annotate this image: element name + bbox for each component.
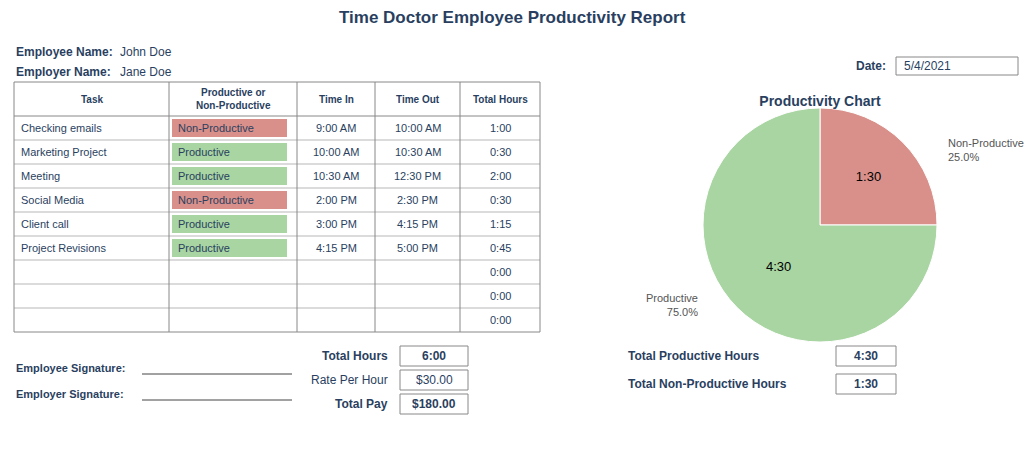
svg-text:Task: Task xyxy=(81,94,103,105)
svg-text:John Doe: John Doe xyxy=(120,45,172,59)
svg-text:Productive orNon-Productive: Productive orNon-Productive xyxy=(196,87,271,111)
svg-text:Marketing Project: Marketing Project xyxy=(21,146,107,158)
svg-text:Productive: Productive xyxy=(178,170,230,182)
svg-text:Jane Doe: Jane Doe xyxy=(120,65,172,79)
svg-text:Non-Productive: Non-Productive xyxy=(178,194,254,206)
svg-text:Project Revisions: Project Revisions xyxy=(21,242,106,254)
svg-text:0:30: 0:30 xyxy=(490,146,511,158)
svg-text:Social Media: Social Media xyxy=(21,194,85,206)
svg-text:Total Productive Hours: Total Productive Hours xyxy=(628,349,759,363)
svg-text:Checking emails: Checking emails xyxy=(21,122,102,134)
svg-text:Total Hours: Total Hours xyxy=(473,94,528,105)
svg-text:1:30: 1:30 xyxy=(854,377,878,391)
svg-text:4:30: 4:30 xyxy=(766,259,791,274)
svg-text:Productivity Chart: Productivity Chart xyxy=(759,93,881,109)
svg-text:5/4/2021: 5/4/2021 xyxy=(904,59,951,73)
svg-text:10:30 AM: 10:30 AM xyxy=(395,146,441,158)
svg-text:Total Non-Productive Hours: Total Non-Productive Hours xyxy=(628,377,787,391)
svg-text:Client call: Client call xyxy=(21,218,69,230)
svg-text:6:00: 6:00 xyxy=(422,349,446,363)
svg-text:2:30 PM: 2:30 PM xyxy=(397,194,438,206)
svg-text:12:30 PM: 12:30 PM xyxy=(394,170,441,182)
svg-text:4:15 PM: 4:15 PM xyxy=(397,218,438,230)
svg-text:Productive: Productive xyxy=(178,146,230,158)
svg-text:Total Pay: Total Pay xyxy=(335,397,388,411)
svg-text:2:00: 2:00 xyxy=(490,170,511,182)
svg-text:$30.00: $30.00 xyxy=(416,373,453,387)
svg-text:Time Out: Time Out xyxy=(396,94,440,105)
svg-text:Rate Per Hour: Rate Per Hour xyxy=(311,373,388,387)
svg-text:4:15 PM: 4:15 PM xyxy=(316,242,357,254)
svg-text:Non-Productive: Non-Productive xyxy=(178,122,254,134)
svg-text:0:45: 0:45 xyxy=(490,242,511,254)
svg-text:Productive: Productive xyxy=(178,242,230,254)
svg-text:3:00 PM: 3:00 PM xyxy=(316,218,357,230)
svg-text:Date:: Date: xyxy=(856,59,886,73)
svg-text:0:00: 0:00 xyxy=(490,290,511,302)
svg-text:4:30: 4:30 xyxy=(854,349,878,363)
svg-text:Productive: Productive xyxy=(178,218,230,230)
svg-text:Employee Name:: Employee Name: xyxy=(16,45,113,59)
svg-text:0:00: 0:00 xyxy=(490,314,511,326)
svg-text:Employee Signature:: Employee Signature: xyxy=(16,362,125,374)
svg-text:1:15: 1:15 xyxy=(490,218,511,230)
svg-text:0:30: 0:30 xyxy=(490,194,511,206)
svg-text:Time In: Time In xyxy=(319,94,354,105)
svg-text:Non-Productive25.0%: Non-Productive25.0% xyxy=(948,137,1024,163)
svg-text:Employer Signature:: Employer Signature: xyxy=(16,388,124,400)
svg-text:Meeting: Meeting xyxy=(21,170,60,182)
svg-text:0:00: 0:00 xyxy=(490,266,511,278)
svg-text:Total Hours: Total Hours xyxy=(322,349,388,363)
svg-text:Employer Name:: Employer Name: xyxy=(16,65,111,79)
svg-text:9:00 AM: 9:00 AM xyxy=(316,122,356,134)
svg-text:1:30: 1:30 xyxy=(856,169,881,184)
svg-text:1:00: 1:00 xyxy=(490,122,511,134)
svg-text:5:00 PM: 5:00 PM xyxy=(397,242,438,254)
svg-text:$180.00: $180.00 xyxy=(412,397,456,411)
svg-text:10:30 AM: 10:30 AM xyxy=(313,170,359,182)
svg-text:Time Doctor Employee Productiv: Time Doctor Employee Productivity Report xyxy=(339,8,686,27)
svg-text:10:00 AM: 10:00 AM xyxy=(313,146,359,158)
svg-text:Productive75.0%: Productive75.0% xyxy=(646,292,698,318)
svg-text:2:00 PM: 2:00 PM xyxy=(316,194,357,206)
svg-text:10:00 AM: 10:00 AM xyxy=(395,122,441,134)
